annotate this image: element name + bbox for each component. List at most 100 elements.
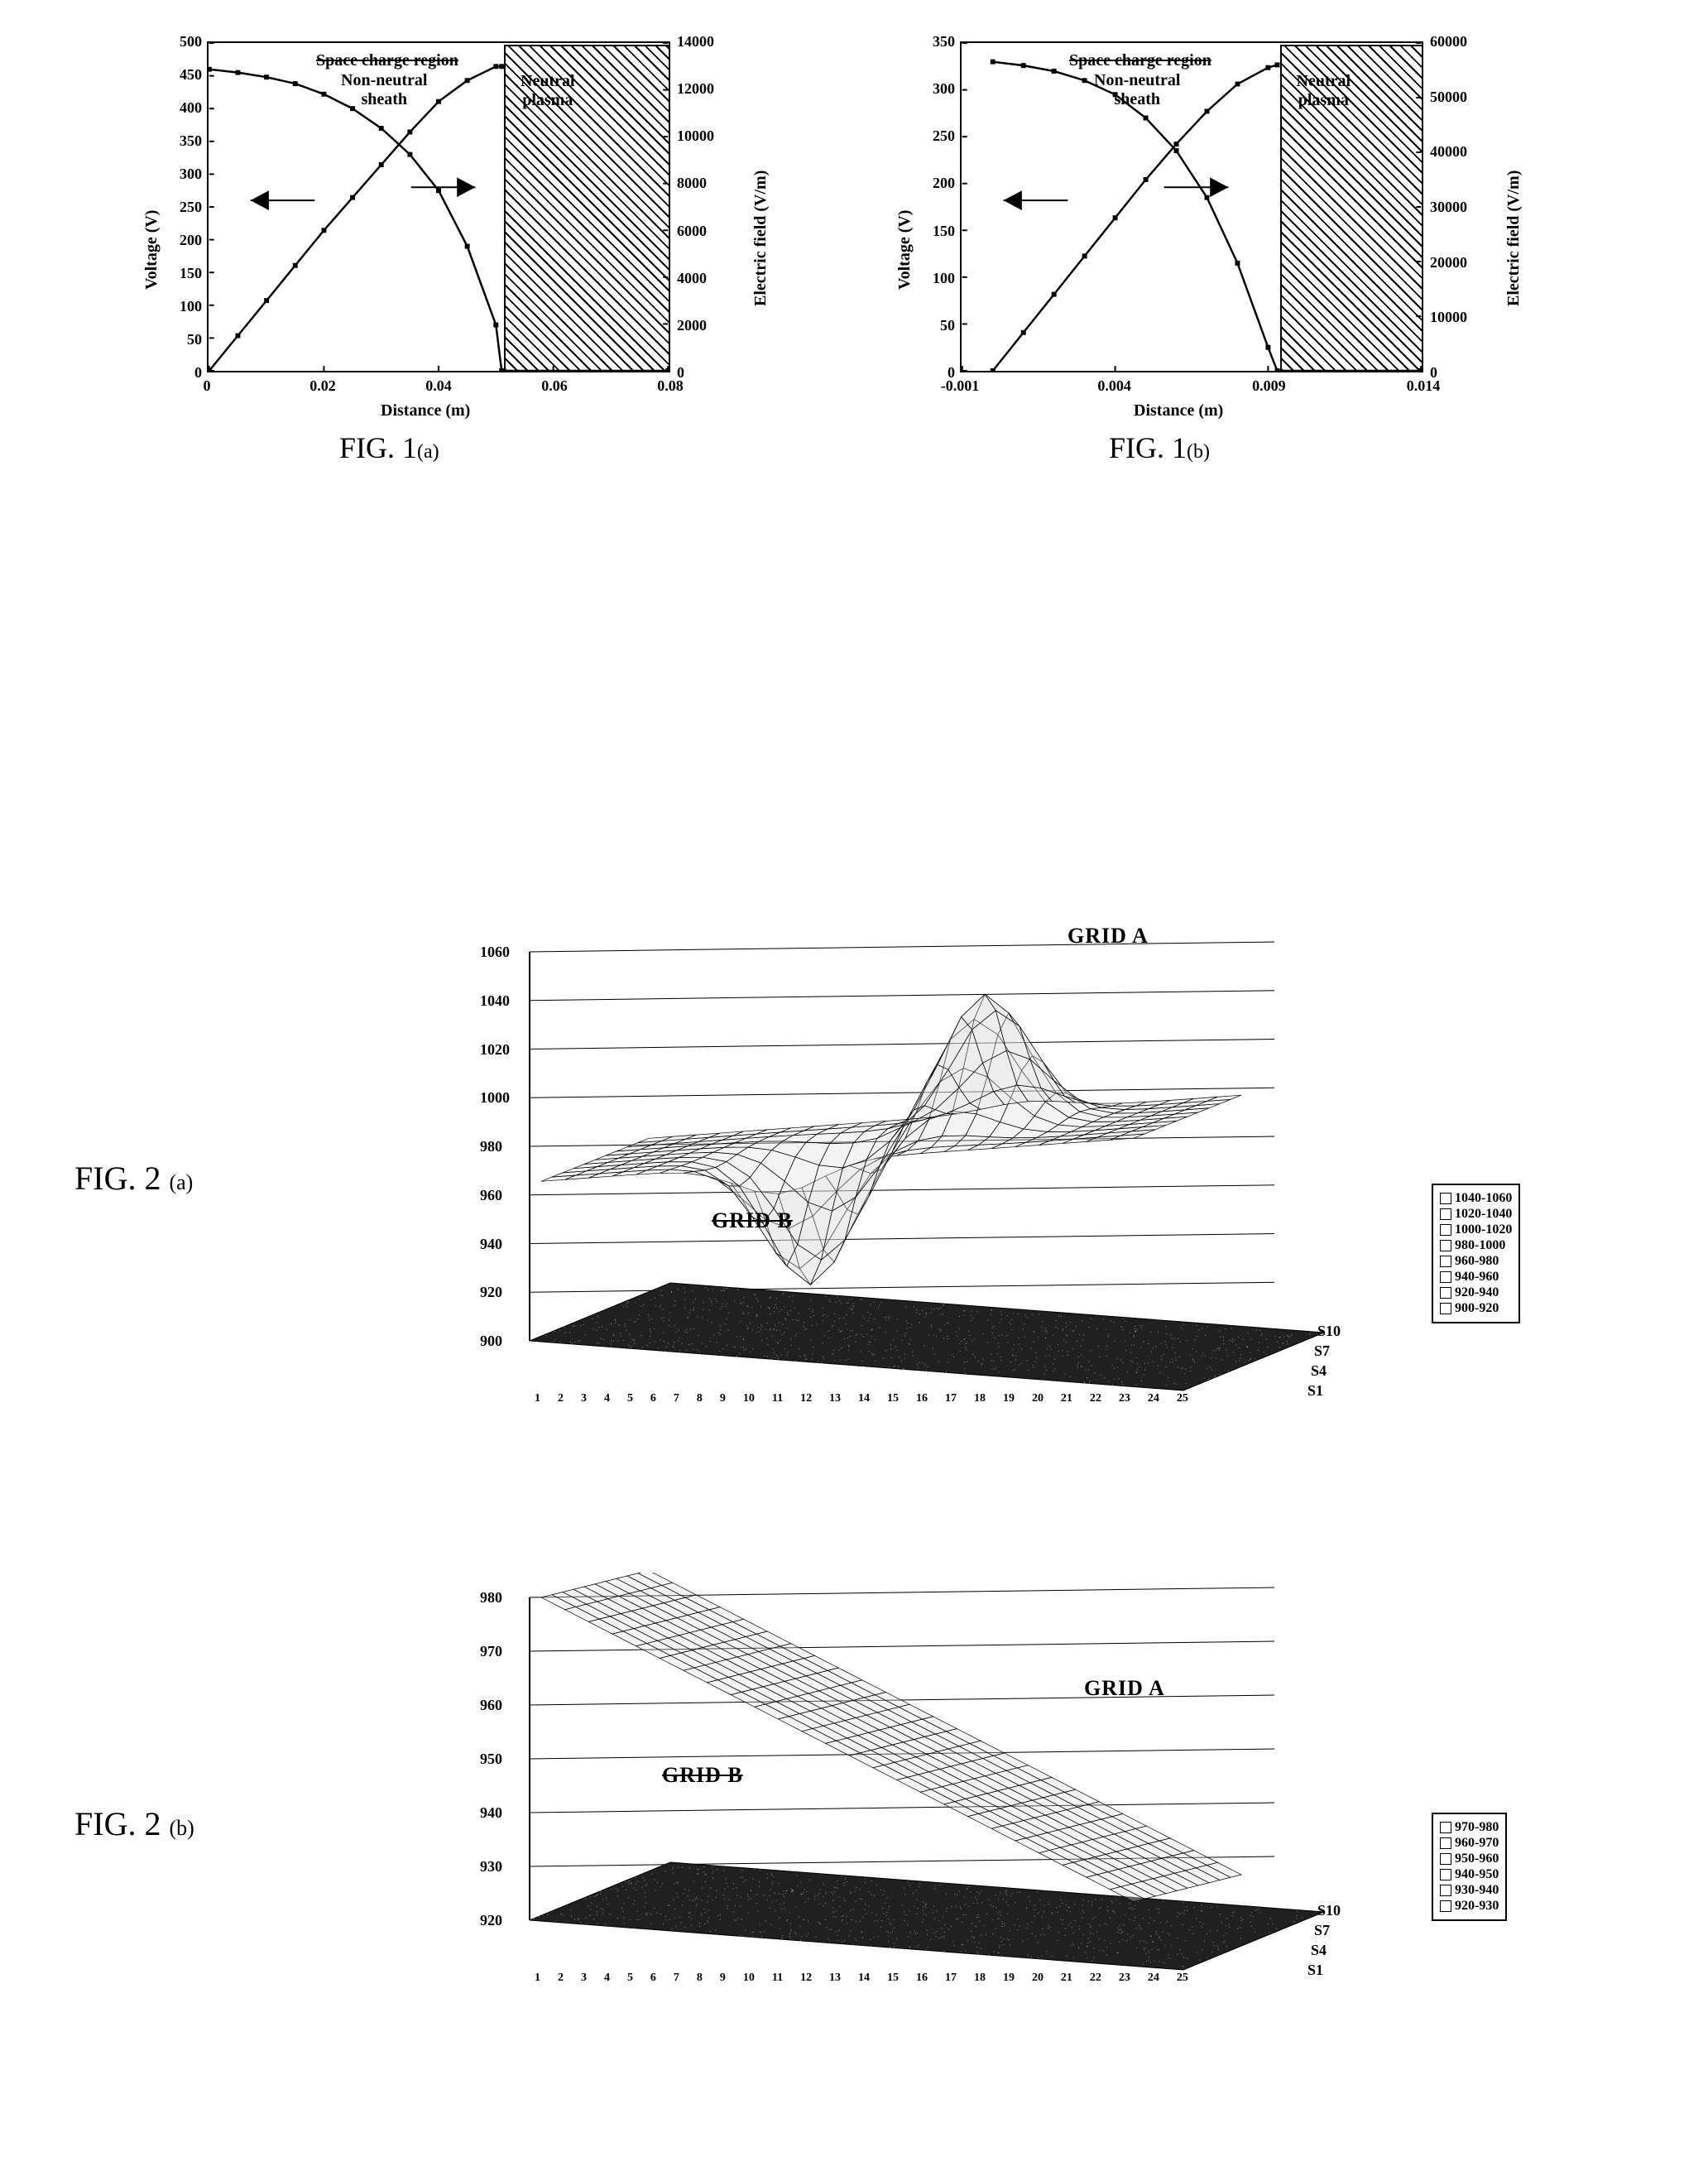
legend-swatch <box>1440 1193 1451 1204</box>
legend-row: 1020-1040 <box>1440 1207 1512 1222</box>
xticks-3d: 1234567891011121314151617181920212223242… <box>535 1392 1188 1405</box>
ztick: 1060 <box>480 944 510 961</box>
fig1a-ylabel-left: Voltage (V) <box>142 210 161 290</box>
fig2b-grid-a-label: GRID A <box>1084 1676 1165 1701</box>
fig1-row: Neutralplasma Space charge regionNon-neut… <box>116 33 1589 480</box>
ytick-left: 200 <box>914 175 955 192</box>
ytick-left: 350 <box>161 132 202 150</box>
ytick-left: 350 <box>914 33 955 50</box>
ztick: 950 <box>480 1751 502 1768</box>
legend-swatch <box>1440 1885 1451 1896</box>
ytick-left: 250 <box>914 127 955 145</box>
legend-swatch <box>1440 1271 1451 1283</box>
hatched-label: Neutralplasma <box>1297 72 1351 110</box>
xtick: 0.08 <box>650 377 690 395</box>
legend-label: 970-980 <box>1455 1820 1499 1835</box>
fig1a-plotbox: NeutralplasmaSpace charge regionNon-neut… <box>207 41 670 372</box>
legend-swatch <box>1440 1303 1451 1314</box>
fig2a-panel: FIG. 2 (a) GRID A GRID B 900920940960980… <box>74 927 1622 1523</box>
ytick-right: 4000 <box>677 270 707 287</box>
xtick: 0.06 <box>535 377 574 395</box>
fig2a-caption: FIG. 2 (a) <box>74 1159 193 1198</box>
ztick: 960 <box>480 1697 502 1714</box>
xtick: 0.004 <box>1095 377 1135 395</box>
legend-row: 970-980 <box>1440 1820 1499 1835</box>
ytick-right: 60000 <box>1430 33 1467 50</box>
annotation-space-charge: Space charge region <box>316 51 458 70</box>
legend-label: 940-950 <box>1455 1867 1499 1882</box>
legend-swatch <box>1440 1853 1451 1865</box>
legend-row: 940-960 <box>1440 1270 1512 1285</box>
legend-swatch <box>1440 1900 1451 1912</box>
ztick: 980 <box>480 1589 502 1607</box>
legend-row: 940-950 <box>1440 1867 1499 1882</box>
annotation-non-neutral: Non-neutralsheath <box>341 71 427 109</box>
xtick: -0.001 <box>940 377 980 395</box>
ytick-left: 450 <box>161 66 202 84</box>
legend-label: 920-930 <box>1455 1899 1499 1914</box>
ytick-3d: S4 <box>1311 1362 1327 1380</box>
legend-row: 930-940 <box>1440 1883 1499 1898</box>
fig2b-caption: FIG. 2 (b) <box>74 1804 194 1843</box>
fig2a-plot: GRID A GRID B 90092094096098010001020104… <box>472 927 1399 1506</box>
ytick-right: 6000 <box>677 223 707 240</box>
fig2b-grid-b-label: GRID B <box>662 1763 743 1788</box>
legend-label: 980-1000 <box>1455 1238 1505 1253</box>
legend-swatch <box>1440 1208 1451 1220</box>
legend-row: 960-980 <box>1440 1254 1512 1269</box>
ytick-3d: S10 <box>1317 1323 1341 1340</box>
fig1b-caption: FIG. 1(b) <box>1109 430 1210 465</box>
legend-label: 940-960 <box>1455 1270 1499 1285</box>
xticks-3d: 1234567891011121314151617181920212223242… <box>535 1972 1188 1985</box>
ytick-3d: S1 <box>1307 1382 1323 1400</box>
xtick: 0.009 <box>1249 377 1288 395</box>
legend-swatch <box>1440 1256 1451 1267</box>
fig1a-panel: NeutralplasmaSpace charge regionNon-neut… <box>116 33 770 480</box>
ytick-right: 8000 <box>677 175 707 192</box>
fig2a-caption-sub: (a) <box>169 1170 193 1194</box>
legend-label: 930-940 <box>1455 1883 1499 1898</box>
ytick-right: 20000 <box>1430 254 1467 271</box>
fig1b-ylabel-left: Voltage (V) <box>895 210 914 290</box>
fig1b-caption-main: FIG. 1 <box>1109 431 1187 464</box>
fig2a-legend: 1040-10601020-10401000-1020980-1000960-9… <box>1432 1184 1520 1323</box>
ztick: 920 <box>480 1912 502 1929</box>
fig1a-ylabel-right: Electric field (V/m) <box>751 171 770 306</box>
ytick-left: 250 <box>161 199 202 216</box>
legend-row: 1040-1060 <box>1440 1191 1512 1206</box>
ztick: 960 <box>480 1187 502 1204</box>
legend-label: 1020-1040 <box>1455 1207 1512 1222</box>
legend-row: 920-930 <box>1440 1899 1499 1914</box>
legend-swatch <box>1440 1224 1451 1236</box>
legend-row: 900-920 <box>1440 1301 1512 1316</box>
ytick-right: 40000 <box>1430 143 1467 161</box>
ytick-left: 400 <box>161 99 202 117</box>
ztick: 970 <box>480 1643 502 1660</box>
legend-swatch <box>1440 1837 1451 1849</box>
fig2a-grid-a-label: GRID A <box>1068 924 1149 949</box>
legend-label: 950-960 <box>1455 1852 1499 1866</box>
fig1a-caption-sub: (a) <box>417 441 439 463</box>
fig1b-plotbox: NeutralplasmaSpace charge regionNon-neut… <box>960 41 1423 372</box>
legend-swatch <box>1440 1869 1451 1880</box>
ztick: 940 <box>480 1804 502 1822</box>
ytick-left: 300 <box>161 166 202 183</box>
ztick: 940 <box>480 1236 502 1253</box>
legend-label: 1000-1020 <box>1455 1222 1512 1237</box>
ztick: 1000 <box>480 1089 510 1107</box>
ytick-3d: S4 <box>1311 1942 1327 1959</box>
fig1b-panel: NeutralplasmaSpace charge regionNon-neut… <box>869 33 1523 480</box>
fig2b-caption-sub: (b) <box>169 1816 194 1840</box>
fig2a-svg <box>472 927 1399 1506</box>
ytick-right: 12000 <box>677 80 714 98</box>
legend-row: 950-960 <box>1440 1852 1499 1866</box>
ytick-left: 500 <box>161 33 202 50</box>
ztick: 930 <box>480 1858 502 1876</box>
xtick: 0 <box>187 377 227 395</box>
ytick-3d: S1 <box>1307 1962 1323 1979</box>
fig1b-ylabel-right: Electric field (V/m) <box>1504 171 1523 306</box>
ytick-3d: S10 <box>1317 1902 1341 1919</box>
ytick-right: 10000 <box>677 127 714 145</box>
fig1b-caption-sub: (b) <box>1187 441 1210 463</box>
legend-label: 960-980 <box>1455 1254 1499 1269</box>
